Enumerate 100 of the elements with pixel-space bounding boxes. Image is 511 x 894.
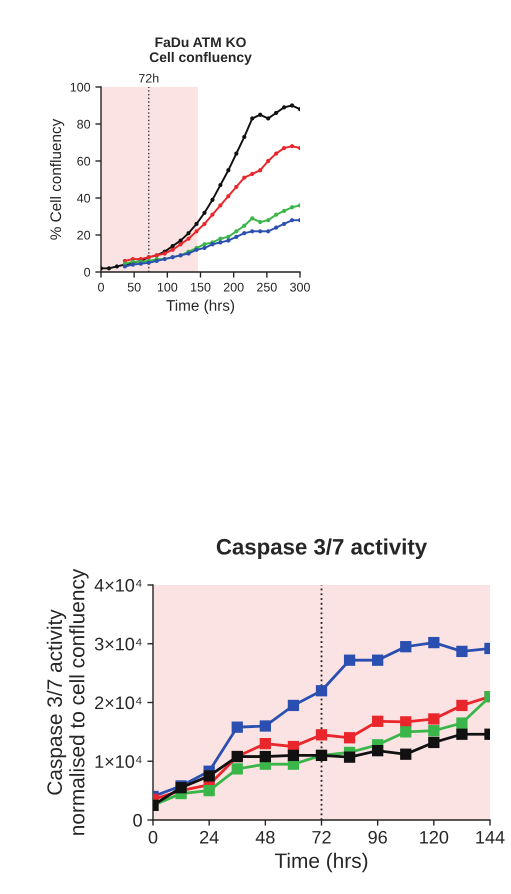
y-tick-label: 0 [133, 814, 142, 827]
point [250, 172, 254, 176]
point [288, 700, 300, 712]
point [372, 716, 384, 727]
point [456, 717, 468, 729]
point [242, 176, 246, 180]
point [274, 152, 278, 156]
point [266, 116, 270, 121]
point [344, 732, 356, 744]
point [258, 220, 262, 224]
point [232, 722, 243, 733]
point [242, 134, 246, 140]
point [234, 184, 238, 189]
x-tick-label: 50 [128, 282, 141, 292]
point [170, 244, 175, 248]
y-tick-label: 60 [77, 156, 90, 166]
point [274, 110, 278, 115]
x-tick-label: 300 [290, 282, 310, 292]
point [282, 208, 286, 214]
x-tick-label: 200 [224, 282, 244, 292]
point [202, 242, 207, 246]
point [316, 729, 328, 740]
y-tick-label: 1×10⁴ [96, 755, 142, 768]
point [250, 116, 254, 121]
point [400, 748, 412, 760]
x-tick-label: 24 [200, 830, 219, 844]
point [400, 641, 412, 652]
point [274, 226, 278, 230]
point [290, 205, 294, 210]
point [456, 700, 468, 712]
y-tick-label: 3×10⁴ [94, 638, 142, 650]
x-tick-label: 0 [148, 830, 158, 844]
point [316, 685, 328, 696]
point [344, 751, 356, 763]
point [266, 158, 270, 164]
point [456, 728, 468, 740]
point [194, 229, 199, 234]
point [372, 745, 384, 756]
point [234, 229, 238, 234]
chart-title: FaDu ATM KO [156, 37, 246, 48]
x-axis-title: Time (hrs) [166, 300, 234, 314]
point [194, 222, 199, 226]
y-axis-title: Caspase 3/7 activity normalised to cell confluency [46, 568, 89, 835]
point [250, 229, 254, 234]
point [218, 240, 222, 244]
x-tick-label: 72 [312, 830, 331, 844]
x-axis-title: Time (hrs) [274, 852, 368, 872]
x-tick-label: 100 [158, 282, 178, 292]
point [250, 216, 254, 220]
chart-title: Caspase 3/7 activity [216, 538, 428, 560]
point [260, 720, 271, 732]
point [186, 236, 191, 241]
point [282, 146, 286, 150]
ref-line-label: 72h [138, 74, 158, 83]
y-tick-label: 2×10⁴ [95, 696, 142, 710]
point [290, 218, 294, 222]
point [258, 168, 262, 172]
point [234, 152, 238, 156]
point [186, 231, 191, 236]
point [290, 103, 294, 108]
point [218, 182, 222, 188]
point [242, 224, 246, 228]
point [210, 212, 215, 217]
y-tick-label: 0 [84, 268, 90, 277]
point [266, 218, 270, 222]
chart-subtitle: Cell confluency [150, 52, 252, 65]
point [178, 238, 183, 243]
point [290, 144, 294, 148]
point [258, 229, 262, 234]
point [218, 203, 222, 208]
point [260, 750, 271, 762]
x-tick-label: 144 [476, 831, 505, 844]
point [202, 222, 207, 226]
point [210, 198, 215, 202]
point [204, 770, 215, 782]
y-axis-title: % Cell confluency [50, 118, 64, 240]
point [428, 713, 440, 725]
point [202, 246, 207, 250]
point [260, 738, 271, 750]
point [428, 736, 440, 748]
point [234, 234, 238, 239]
x-tick-label: 150 [191, 282, 210, 292]
point [266, 229, 270, 234]
point [372, 654, 384, 666]
point [242, 231, 246, 236]
point [282, 105, 286, 110]
y-tick-label: 100 [70, 82, 90, 92]
point [204, 784, 215, 796]
y-tick-label: 80 [77, 120, 90, 129]
point [170, 248, 175, 252]
point [282, 222, 286, 226]
point [178, 242, 183, 246]
point [258, 112, 262, 117]
point [428, 725, 440, 736]
point [106, 266, 112, 270]
point [428, 636, 440, 648]
point [274, 212, 278, 217]
y-tick-label: 4×10⁴ [94, 578, 142, 592]
point [202, 210, 207, 215]
point [218, 236, 222, 241]
